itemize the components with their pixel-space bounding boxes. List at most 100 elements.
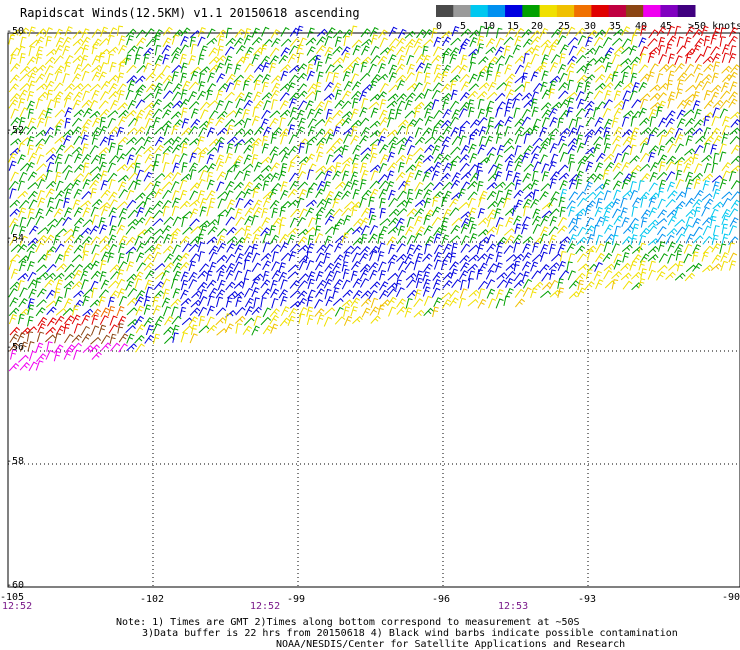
wind-barb bbox=[197, 36, 206, 47]
wind-barb bbox=[19, 235, 28, 246]
wind-barb bbox=[406, 234, 416, 245]
wind-barb bbox=[685, 171, 694, 182]
wind-barb bbox=[683, 156, 695, 165]
wind-barb bbox=[188, 199, 200, 207]
wind-barb bbox=[180, 62, 188, 73]
wind-barb bbox=[206, 279, 217, 289]
wind-barb bbox=[711, 254, 722, 264]
wind-barb bbox=[53, 350, 61, 362]
wind-barb bbox=[287, 116, 297, 127]
wind-barb bbox=[388, 136, 399, 146]
wind-barb bbox=[260, 297, 267, 308]
wind-barb bbox=[486, 100, 495, 111]
wind-barb bbox=[35, 143, 44, 154]
wind-barb bbox=[378, 127, 388, 138]
wind-barb bbox=[100, 179, 109, 191]
wind-barb bbox=[314, 299, 324, 309]
wind-barb bbox=[170, 111, 182, 120]
wind-barb bbox=[17, 45, 26, 56]
wind-barb bbox=[82, 308, 94, 317]
wind-barb bbox=[54, 28, 63, 39]
wind-barb bbox=[512, 98, 520, 109]
wind-barb bbox=[521, 152, 530, 163]
legend-label: 35 bbox=[609, 21, 621, 32]
legend-swatch bbox=[453, 5, 472, 17]
wind-barb bbox=[54, 171, 62, 183]
wind-barb bbox=[522, 252, 532, 262]
wind-barb bbox=[91, 198, 103, 208]
wind-barb bbox=[656, 106, 663, 117]
wind-barb bbox=[728, 71, 738, 82]
wind-barb bbox=[613, 46, 625, 55]
wind-barb bbox=[377, 63, 386, 74]
wind-barb bbox=[656, 129, 668, 138]
wind-barb bbox=[332, 57, 344, 66]
wind-barb bbox=[613, 152, 622, 164]
wind-barb bbox=[81, 63, 92, 72]
wind-barb bbox=[667, 70, 675, 81]
wind-barb bbox=[703, 45, 712, 56]
wind-barb bbox=[271, 261, 280, 271]
wind-barb bbox=[198, 315, 206, 327]
wind-barb bbox=[242, 163, 254, 172]
wind-barb bbox=[253, 100, 264, 110]
wind-barb bbox=[575, 208, 587, 217]
wind-barb bbox=[269, 146, 279, 156]
wind-barb bbox=[46, 341, 53, 352]
wind-barb bbox=[117, 323, 124, 334]
wind-barb bbox=[216, 73, 226, 83]
wind-barb bbox=[504, 106, 511, 117]
wind-barb bbox=[604, 73, 615, 83]
wind-barb bbox=[18, 97, 26, 109]
wind-barb bbox=[559, 206, 566, 218]
wind-barb bbox=[179, 44, 189, 54]
wind-barb bbox=[298, 313, 306, 324]
wind-barb bbox=[532, 223, 542, 234]
wind-barb bbox=[172, 332, 179, 343]
lat-label-58: -58 bbox=[6, 456, 25, 467]
wind-barb bbox=[595, 234, 603, 246]
wind-barb bbox=[62, 216, 72, 226]
wind-barb bbox=[522, 271, 530, 282]
wind-barb bbox=[324, 307, 336, 316]
wind-barb bbox=[496, 81, 507, 90]
wind-barb bbox=[521, 92, 533, 101]
wind-barb bbox=[369, 281, 381, 290]
wind-barb bbox=[533, 65, 544, 75]
wind-barb bbox=[206, 83, 216, 93]
wind-barb bbox=[10, 224, 19, 235]
wind-barb bbox=[81, 153, 92, 164]
wind-barb bbox=[468, 134, 475, 145]
wind-barb bbox=[459, 73, 470, 83]
wind-barb bbox=[225, 37, 236, 47]
wind-barb bbox=[567, 253, 576, 264]
wind-barb bbox=[82, 219, 94, 228]
wind-barb bbox=[64, 154, 73, 165]
wind-barb bbox=[135, 75, 146, 84]
wind-barb bbox=[395, 63, 406, 73]
wind-barb bbox=[611, 234, 619, 246]
wind-barb bbox=[287, 315, 296, 326]
wind-barb bbox=[566, 62, 576, 73]
wind-barb bbox=[323, 93, 335, 101]
wind-barb bbox=[315, 128, 326, 138]
wind-barb bbox=[261, 109, 271, 120]
wind-barb bbox=[406, 82, 418, 91]
wind-barb bbox=[217, 209, 229, 217]
wind-barb bbox=[639, 46, 649, 57]
wind-barb bbox=[468, 48, 480, 57]
wind-barb bbox=[603, 269, 613, 280]
wind-barb bbox=[602, 179, 611, 190]
wind-barb bbox=[568, 118, 577, 129]
wind-barb bbox=[244, 225, 251, 236]
wind-barb bbox=[595, 252, 605, 263]
legend-label: 20 bbox=[531, 21, 543, 32]
wind-barb bbox=[296, 72, 308, 82]
wind-barb bbox=[244, 306, 254, 316]
wind-barb bbox=[197, 233, 204, 245]
wind-barb bbox=[396, 125, 406, 136]
wind-barb bbox=[566, 200, 576, 210]
wind-barb bbox=[109, 333, 117, 345]
wind-barb bbox=[721, 116, 730, 127]
wind-barb bbox=[243, 269, 252, 280]
